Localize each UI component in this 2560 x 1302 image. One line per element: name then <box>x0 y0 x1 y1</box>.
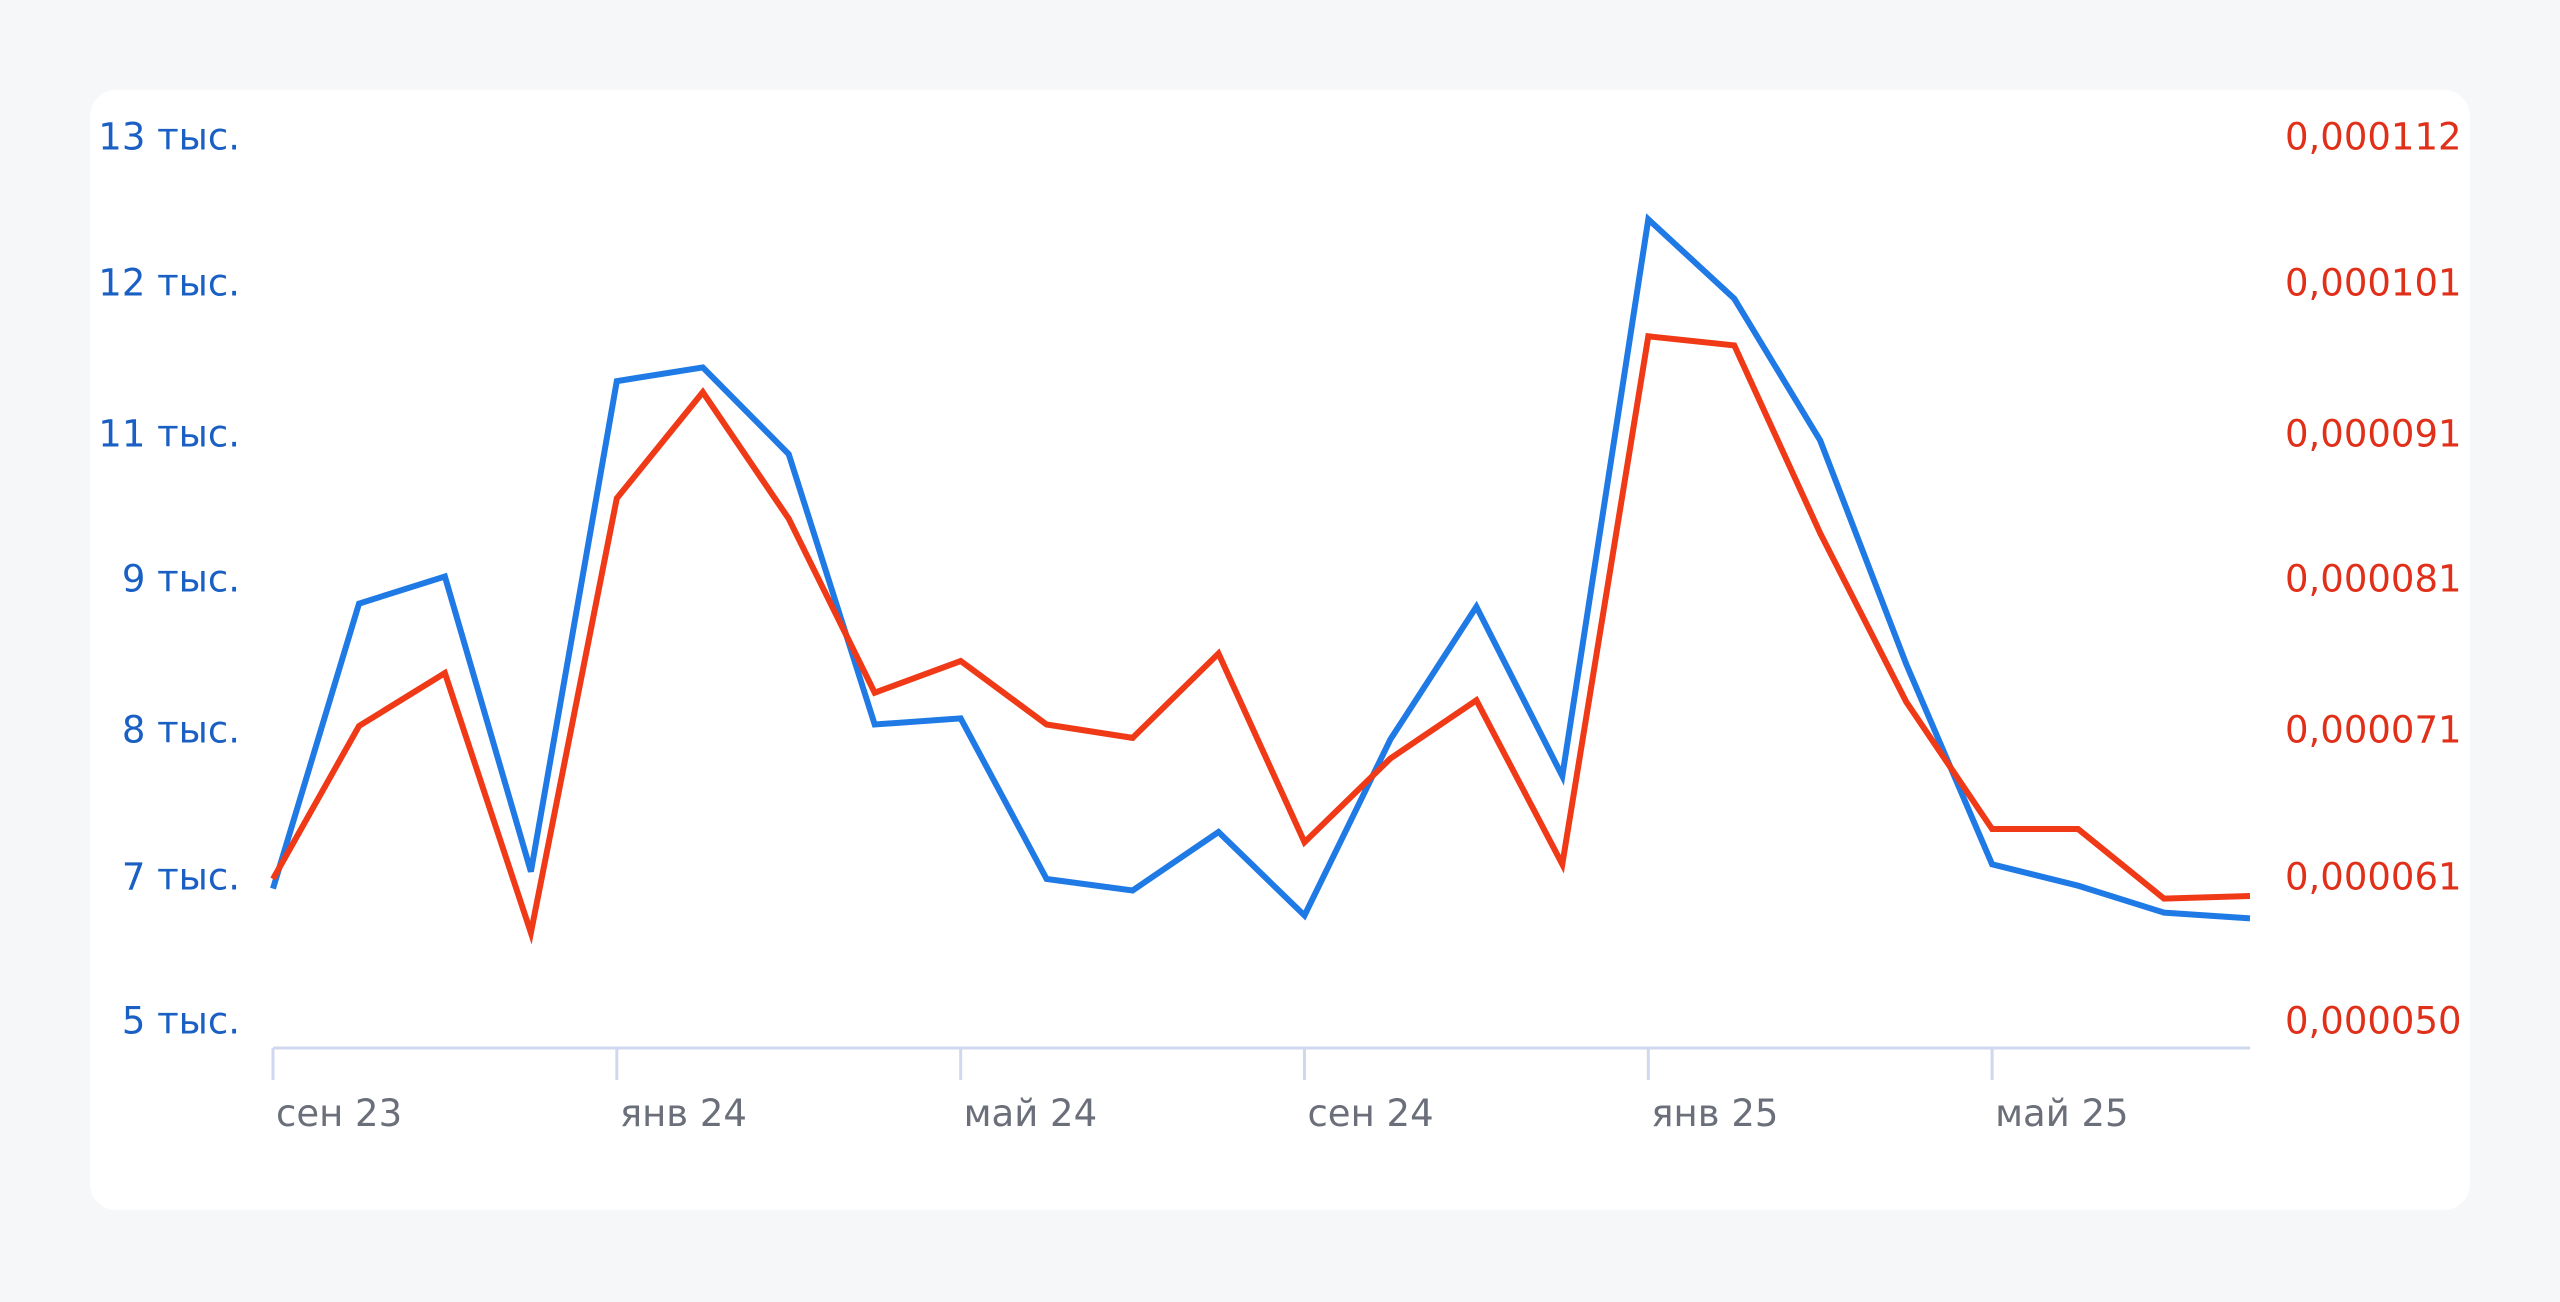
series-line-right-axis <box>270 333 2251 945</box>
left-axis-tick-label: 5 тыс. <box>122 1000 240 1043</box>
left-axis-tick-label: 8 тыс. <box>122 709 240 752</box>
x-axis-tick-label: янв 24 <box>620 1092 747 1135</box>
right-axis-tick-label: 0,000091 <box>2285 413 2462 456</box>
right-axis-tick-label: 0,000071 <box>2285 709 2462 752</box>
right-axis-tick-label: 0,000112 <box>2285 116 2462 159</box>
left-axis-tick-label: 11 тыс. <box>98 413 240 456</box>
right-axis-ticks: 0,000050 0,000061 0,000071 0,000081 0,000091… <box>2285 116 2462 1043</box>
x-axis-tick-label: сен 24 <box>1307 1092 1433 1135</box>
right-axis-tick-label: 0,000050 <box>2285 1000 2462 1043</box>
x-axis-ticks: сен 23 янв 24 май 24 сен 24 янв 25 май 25 <box>271 1048 2129 1135</box>
left-axis-tick-label: 12 тыс. <box>98 262 240 305</box>
series-line-left-axis <box>270 213 2251 922</box>
x-axis-tick-label: май 25 <box>1995 1092 2128 1135</box>
chart-card: 5 тыс. 7 тыс. 8 тыс. 9 тыс. 11 тыс. 12 тыс. 13… <box>90 90 2470 1210</box>
left-axis-ticks: 5 тыс. 7 тыс. 8 тыс. 9 тыс. 11 тыс. 12 тыс. 13… <box>98 116 240 1043</box>
x-axis-tick-label: май 24 <box>964 1092 1097 1135</box>
x-axis-tick-label: сен 23 <box>276 1092 402 1135</box>
left-axis-tick-label: 13 тыс. <box>98 116 240 159</box>
right-axis-tick-label: 0,000081 <box>2285 558 2462 601</box>
left-axis-tick-label: 7 тыс. <box>122 856 240 899</box>
left-axis-tick-label: 9 тыс. <box>122 558 240 601</box>
right-axis-tick-label: 0,000061 <box>2285 856 2462 899</box>
x-axis-tick-label: янв 25 <box>1651 1092 1778 1135</box>
chart: 5 тыс. 7 тыс. 8 тыс. 9 тыс. 11 тыс. 12 тыс. 13… <box>98 116 2462 1136</box>
series-group <box>270 213 2251 945</box>
right-axis-tick-label: 0,000101 <box>2285 262 2462 305</box>
